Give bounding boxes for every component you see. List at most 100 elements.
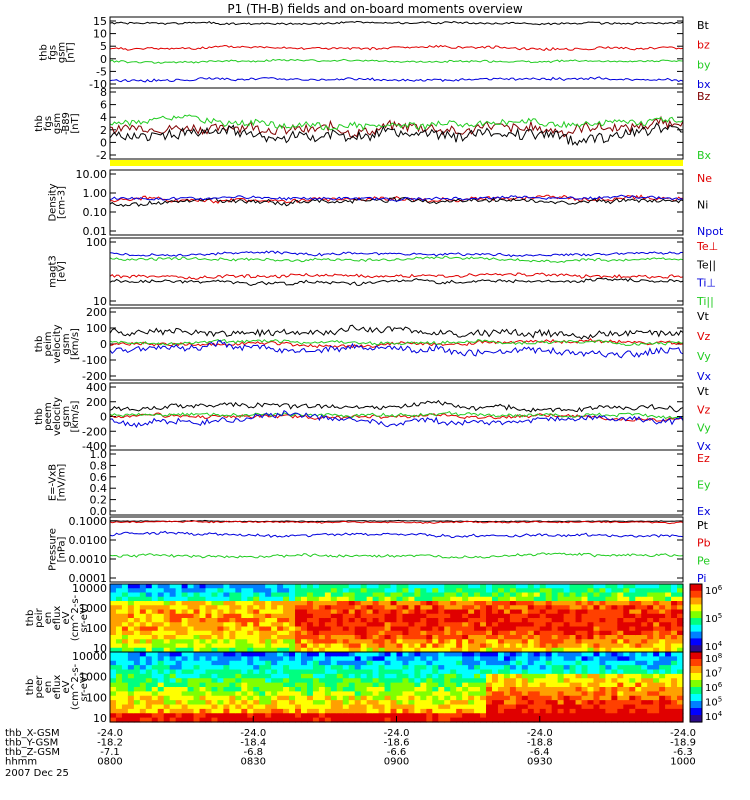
heatmap-cell	[396, 618, 404, 623]
heatmap-cell	[366, 647, 374, 653]
heatmap-cell	[509, 643, 517, 649]
heatmap-cell	[342, 601, 350, 606]
legend-entry: Vt	[697, 385, 710, 398]
heatmap-cell	[295, 647, 302, 653]
heatmap-cell	[348, 601, 356, 606]
heatmap-cell	[151, 700, 159, 706]
heatmap-cell	[533, 613, 541, 619]
heatmap-cell	[641, 596, 648, 602]
heatmap-cell	[223, 584, 230, 589]
heatmap-cell	[211, 639, 219, 645]
heatmap-cell	[163, 592, 171, 598]
heatmap-cell	[115, 673, 123, 679]
heatmap-cell	[312, 669, 320, 675]
heatmap-cell	[468, 635, 475, 640]
heatmap-cell	[241, 618, 248, 623]
heatmap-cell	[503, 609, 511, 615]
heatmap-cell	[265, 584, 272, 589]
heatmap-cell	[653, 647, 660, 653]
heatmap-cell	[605, 605, 612, 611]
heatmap-cell	[301, 643, 308, 649]
heatmap-cell	[605, 708, 612, 714]
y-tick-label: 0.8	[90, 459, 108, 472]
heatmap-cell	[635, 704, 642, 710]
heatmap-cell	[527, 630, 535, 636]
heatmap-cell	[420, 605, 427, 611]
heatmap-cell	[671, 588, 678, 594]
heatmap-cell	[408, 708, 416, 714]
y-tick-label: 10	[93, 28, 107, 41]
x-tick-label: -24.0	[670, 728, 696, 739]
heatmap-cell	[110, 635, 117, 640]
heatmap-cell	[527, 584, 535, 589]
heatmap-cell	[181, 618, 189, 623]
heatmap-cell	[181, 665, 189, 671]
heatmap-cell	[312, 660, 320, 666]
heatmap-cell	[623, 622, 630, 628]
heatmap-cell	[301, 700, 308, 706]
heatmap-cell	[229, 647, 236, 653]
x-tick-label: -6.3	[673, 747, 693, 758]
y-tick-label: 0.0	[90, 505, 108, 518]
heatmap-cell	[211, 704, 219, 710]
heatmap-cell	[539, 605, 547, 611]
heatmap-cell	[587, 592, 595, 598]
heatmap-cell	[545, 713, 553, 719]
heatmap-cell	[539, 673, 547, 679]
heatmap-cell	[533, 630, 541, 636]
heatmap-cell	[671, 700, 678, 706]
heatmap-cell	[324, 605, 332, 611]
heatmap-cell	[277, 695, 284, 701]
heatmap-cell	[533, 691, 541, 697]
heatmap-cell	[241, 682, 248, 688]
heatmap-cell	[271, 652, 278, 657]
heatmap-cell	[366, 673, 374, 679]
heatmap-cell	[330, 643, 338, 649]
heatmap-cell	[503, 635, 511, 640]
heatmap-cell	[115, 700, 123, 706]
heatmap-cell	[295, 609, 302, 615]
heatmap-cell	[557, 647, 565, 653]
heatmap-cell	[617, 635, 624, 640]
heatmap-cell	[396, 647, 404, 653]
heatmap-cell	[115, 601, 123, 606]
heatmap-cell	[593, 708, 601, 714]
heatmap-cell	[492, 660, 499, 666]
heatmap-cell	[253, 652, 260, 657]
heatmap-cell	[354, 588, 362, 594]
heatmap-cell	[133, 665, 141, 671]
heatmap-cell	[581, 673, 589, 679]
heatmap-cell	[390, 673, 398, 679]
heatmap-cell	[551, 613, 559, 619]
heatmap-cell	[253, 713, 260, 719]
x-row-label: hhmm	[5, 757, 37, 768]
heatmap-cell	[545, 682, 553, 688]
heatmap-cell	[163, 713, 171, 719]
heatmap-cell	[110, 622, 117, 628]
heatmap-cell	[677, 660, 684, 666]
flag-bar	[110, 160, 683, 166]
heatmap-cell	[115, 695, 123, 701]
heatmap-cell	[462, 687, 469, 692]
heatmap-cell	[175, 708, 183, 714]
heatmap-cell	[563, 639, 571, 645]
heatmap-cell	[139, 704, 147, 710]
heatmap-cell	[295, 682, 302, 688]
heatmap-cell	[396, 695, 404, 701]
heatmap-cell	[396, 609, 404, 615]
heatmap-cell	[157, 630, 165, 636]
heatmap-cell	[569, 704, 577, 710]
heatmap-cell	[557, 630, 565, 636]
heatmap-cell	[527, 713, 535, 719]
heatmap-cell	[187, 673, 195, 679]
heatmap-cell	[199, 665, 207, 671]
heatmap-cell	[545, 652, 553, 657]
heatmap-cell	[295, 605, 302, 611]
heatmap-cell	[468, 630, 475, 636]
heatmap-cell	[127, 713, 135, 719]
x-tick-label: -24.0	[97, 728, 123, 739]
heatmap-cell	[336, 669, 344, 675]
heatmap-cell	[265, 596, 272, 602]
heatmap-cell	[175, 695, 183, 701]
